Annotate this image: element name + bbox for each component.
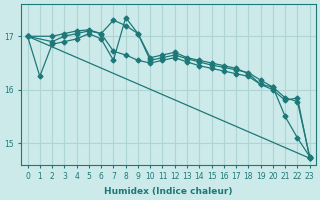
X-axis label: Humidex (Indice chaleur): Humidex (Indice chaleur) xyxy=(104,187,233,196)
